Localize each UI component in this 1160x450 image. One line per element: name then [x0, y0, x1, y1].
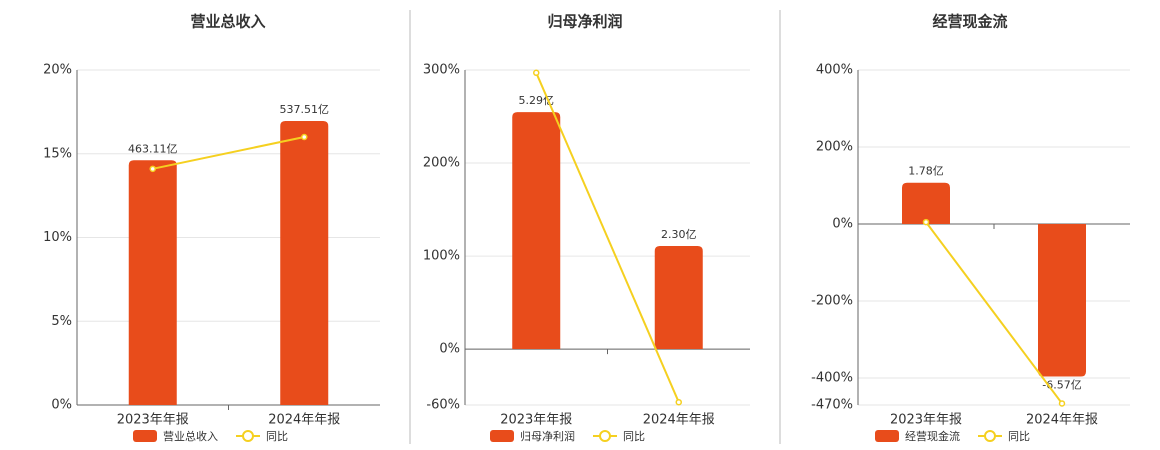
legend-swatch — [490, 430, 514, 442]
legend-swatch — [133, 430, 157, 442]
legend-label: 营业总收入 — [163, 429, 218, 443]
line-point — [1058, 400, 1066, 407]
line-point — [533, 69, 540, 77]
x-tick-label: 2023年年报 — [890, 413, 962, 428]
legend-swatch — [242, 430, 254, 442]
y-tick-label: -60% — [426, 398, 460, 413]
chart-title: 营业总收入 — [190, 13, 265, 31]
value-label: 5.29亿 — [519, 94, 555, 107]
line — [535, 72, 680, 403]
y-tick-label: 15% — [43, 146, 72, 161]
line-point — [301, 133, 308, 141]
bar — [280, 120, 329, 405]
x-tick-label: 2023年年报 — [117, 413, 189, 428]
y-tick-label: -470% — [811, 398, 853, 413]
y-tick-label: 0% — [51, 398, 72, 413]
chart-title: 归母净利润 — [547, 13, 622, 31]
y-tick-label: 200% — [423, 156, 460, 171]
legend-swatch — [599, 430, 611, 442]
line-point — [922, 218, 930, 226]
value-label: 463.11亿 — [128, 142, 178, 155]
x-tick-label: 2023年年报 — [500, 413, 572, 428]
bar — [654, 246, 703, 350]
line-point — [675, 398, 682, 406]
x-tick-label: 2024年年报 — [1026, 413, 1098, 428]
bar — [902, 182, 950, 225]
y-tick-label: 5% — [51, 314, 72, 329]
y-tick-label: -200% — [811, 294, 853, 309]
bar — [512, 112, 561, 350]
y-tick-label: -400% — [811, 371, 853, 386]
value-label: -6.57亿 — [1042, 378, 1081, 391]
line — [152, 136, 305, 170]
legend-label: 同比 — [266, 430, 288, 443]
y-tick-label: 200% — [816, 140, 853, 155]
y-tick-label: 20% — [43, 63, 72, 78]
y-tick-label: 100% — [423, 249, 460, 264]
y-tick-label: 0% — [832, 217, 853, 232]
legend-label: 归母净利润 — [520, 429, 575, 443]
bar — [1038, 224, 1086, 377]
legend-label: 同比 — [1008, 430, 1030, 443]
legend-label: 同比 — [623, 430, 645, 443]
y-tick-label: 300% — [423, 63, 460, 78]
line-point — [149, 165, 156, 173]
bar — [128, 160, 177, 405]
y-tick-label: 10% — [43, 230, 72, 245]
y-tick-label: 400% — [816, 63, 853, 78]
value-label: 2.30亿 — [661, 228, 697, 241]
legend-label: 经营现金流 — [905, 429, 960, 443]
line — [925, 221, 1063, 405]
value-label: 1.78亿 — [908, 165, 944, 178]
y-tick-label: 0% — [439, 342, 460, 357]
x-tick-label: 2024年年报 — [268, 413, 340, 428]
x-tick-label: 2024年年报 — [643, 413, 715, 428]
legend-swatch — [875, 430, 899, 442]
legend-swatch — [984, 430, 996, 442]
value-label: 537.51亿 — [280, 103, 330, 116]
chart-title: 经营现金流 — [932, 13, 1007, 31]
